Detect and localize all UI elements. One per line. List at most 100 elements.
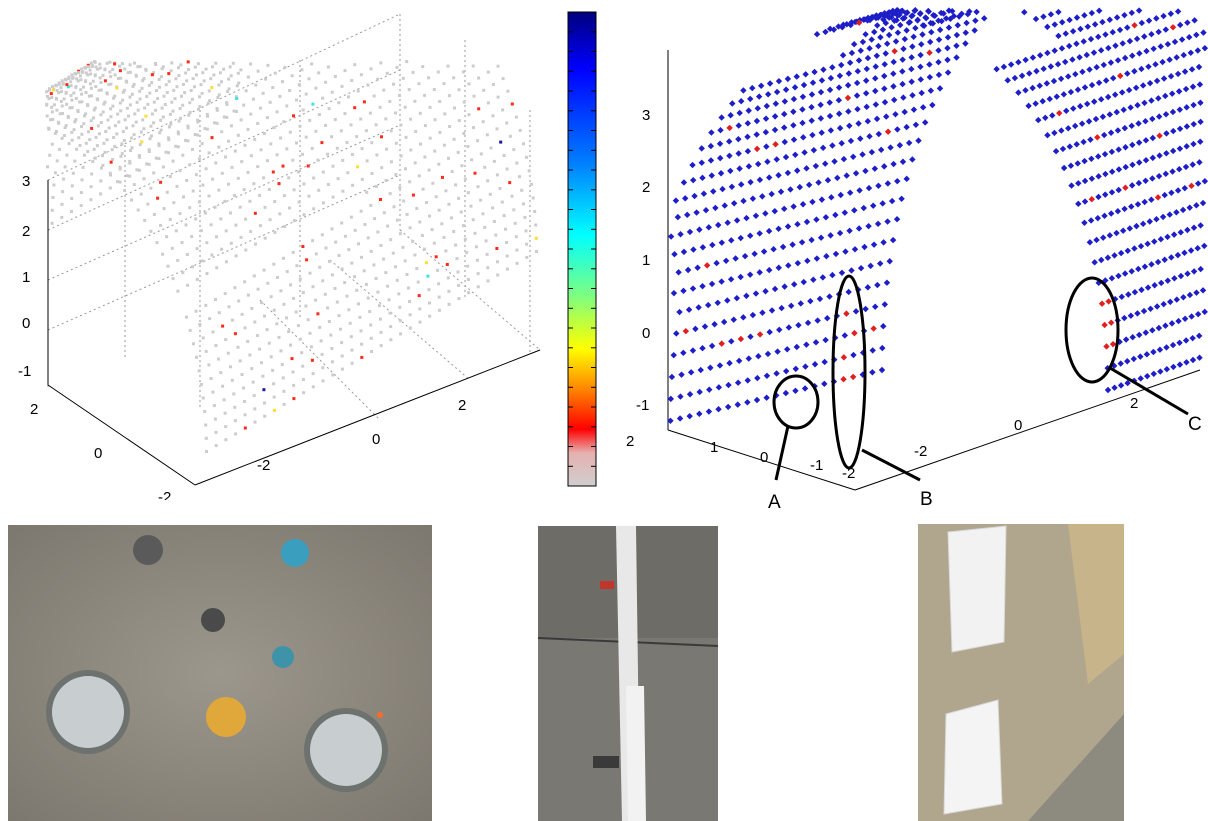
left-plot-point [193, 85, 196, 89]
right-plot-point [1184, 226, 1191, 234]
left-plot-point [203, 127, 207, 131]
left-plot-point [230, 165, 234, 169]
left-plot-point [413, 161, 417, 165]
left-plot-point [158, 85, 161, 89]
left-plot-point [296, 324, 300, 328]
left-plot-point [318, 325, 322, 329]
right-plot-point [955, 13, 963, 20]
left-plot-point [152, 213, 156, 216]
left-plot-point [263, 314, 266, 318]
right-plot-point [1039, 98, 1046, 105]
left-plot-point [321, 379, 325, 383]
left-plot-point [46, 94, 49, 98]
right-plot-point [901, 35, 909, 43]
left-plot-point [211, 65, 214, 69]
right-plot-point [1188, 182, 1195, 190]
left-plot-point [161, 115, 165, 119]
left-plot-point [472, 94, 476, 98]
left-plot-point [146, 102, 150, 106]
left-plot-point [395, 278, 399, 282]
left-plot-point [246, 127, 250, 131]
left-plot-point [161, 65, 165, 69]
right-plot-point [1099, 113, 1107, 120]
left-plot-point [154, 156, 158, 160]
left-plot-point [197, 369, 201, 373]
right-plot-point [873, 115, 881, 123]
right-plot-point [823, 253, 830, 260]
left-plot-point [81, 165, 85, 169]
right-plot-point [1166, 211, 1173, 218]
left-plot-point [192, 342, 195, 346]
right-plot-point [747, 333, 754, 340]
right-plot-point [766, 174, 773, 181]
right-plot-point [944, 56, 951, 64]
right-plot-point [874, 281, 881, 289]
right-plot-point [915, 137, 922, 144]
right-plot-point [1148, 196, 1155, 203]
right-plot-point [699, 283, 706, 290]
right-plot-point [746, 232, 754, 239]
left-plot-point [461, 224, 465, 228]
left-plot-point [388, 99, 392, 103]
left-z-tick: -1 [18, 363, 31, 380]
left-plot-point [301, 378, 305, 381]
left-plot-point [190, 97, 194, 101]
left-plot-point [444, 249, 448, 253]
left-plot-point [510, 102, 514, 106]
left-plot-point [292, 219, 296, 223]
right-plot-point [1131, 22, 1138, 29]
right-plot-point [848, 49, 856, 57]
left-plot-point [520, 188, 524, 192]
left-plot-point [194, 173, 198, 177]
right-plot-point [1099, 234, 1107, 241]
left-plot-point [256, 287, 260, 291]
right-plot-point [1088, 175, 1096, 182]
left-plot-point [223, 199, 227, 203]
left-plot-point [350, 79, 354, 82]
right-plot-point [1124, 247, 1131, 254]
right-plot-point [1156, 132, 1163, 139]
right-plot-point [1153, 303, 1161, 310]
left-plot-point [108, 186, 112, 190]
left-plot-point [391, 251, 395, 255]
right-plot-point [1069, 56, 1076, 63]
left-plot-point [240, 373, 244, 376]
right-plot-point [862, 167, 869, 175]
left-plot-point [370, 350, 373, 353]
right-plot-point [1139, 220, 1147, 228]
right-plot-point [699, 244, 707, 251]
left-plot-point [152, 71, 156, 75]
right-plot-point [1149, 175, 1156, 182]
right-plot-point [945, 24, 953, 31]
right-plot-point [794, 259, 802, 267]
right-plot-point [817, 88, 825, 96]
left-plot-point [512, 208, 516, 212]
left-plot-point [341, 158, 345, 162]
right-plot-point [909, 92, 916, 99]
left-plot-point [121, 90, 125, 94]
left-plot-point [103, 100, 107, 104]
right-plot-point [841, 332, 849, 339]
left-plot-point [93, 74, 97, 78]
left-plot-point [508, 181, 512, 185]
right-plot-point [713, 259, 720, 267]
right-plot-point [854, 67, 862, 75]
left-plot-point [196, 133, 200, 137]
right-plot-point [853, 92, 861, 99]
left-plot-point [109, 82, 113, 86]
right-plot-point [1029, 84, 1036, 92]
right-plot-point [1193, 202, 1200, 209]
left-plot-point [469, 204, 473, 208]
left-plot-point [375, 153, 379, 157]
left-plot-point [302, 182, 306, 186]
left-plot-point [457, 88, 461, 92]
left-plot-point [150, 81, 154, 85]
right-plot-point [1186, 291, 1194, 299]
right-plot-point [1060, 91, 1068, 98]
left-plot-point [430, 228, 434, 232]
left-plot-point [96, 124, 100, 128]
right-plot-point [850, 351, 857, 359]
right-plot-point [1183, 143, 1190, 150]
left-plot-point [89, 198, 93, 202]
left-plot-point [184, 71, 188, 75]
